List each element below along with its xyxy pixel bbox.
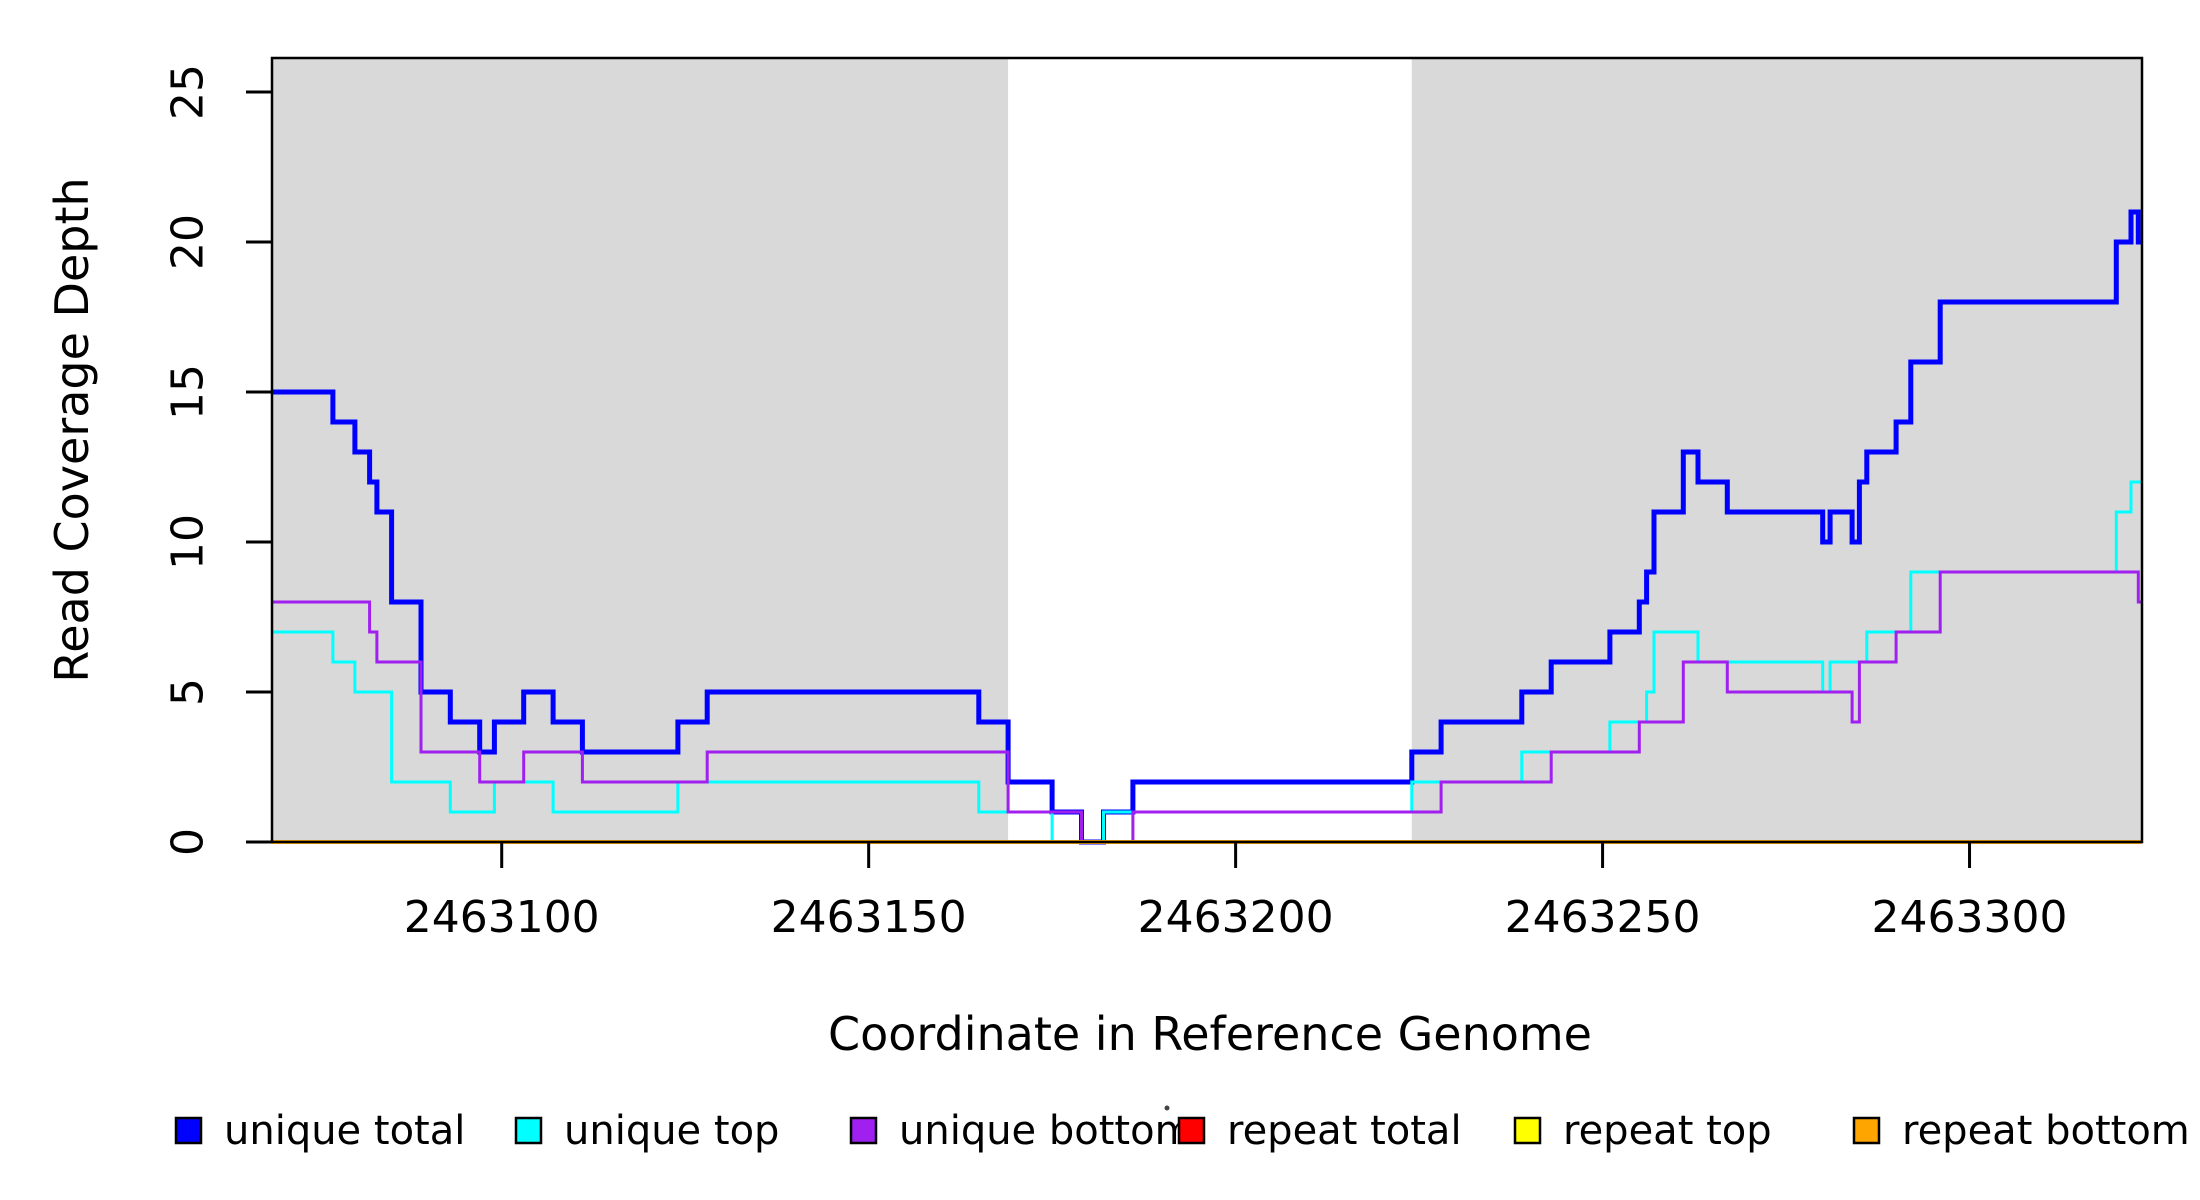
legend-swatch xyxy=(1852,1116,1881,1145)
legend-swatch xyxy=(849,1116,878,1145)
y-axis-tick-label: 25 xyxy=(163,64,214,120)
legend: unique total unique top unique bottom repea… xyxy=(174,1108,2190,1154)
y-axis-title: Read Coverage Depth xyxy=(45,177,99,682)
legend-item-repeat-top: repeat top xyxy=(1513,1108,1772,1154)
legend-item-repeat-bottom: repeat bottom xyxy=(1852,1108,2190,1154)
x-axis-tick-label: 2463300 xyxy=(1872,892,2068,943)
shaded-regions xyxy=(272,58,2142,842)
x-axis-title: Coordinate in Reference Genome xyxy=(828,1007,1592,1061)
unique-region-left xyxy=(272,58,1009,842)
legend-item-repeat-total: repeat total xyxy=(1177,1108,1462,1154)
x-axis-tick-label: 2463100 xyxy=(404,892,600,943)
series-line-unique-total xyxy=(272,209,2142,845)
legend-item-unique-bottom: unique bottom xyxy=(849,1108,1194,1154)
unique-region-right xyxy=(1411,58,2142,842)
legend-swatch xyxy=(514,1116,543,1145)
legend-label: repeat bottom xyxy=(1902,1108,2190,1154)
legend-item-unique-top: unique top xyxy=(514,1108,779,1154)
series-line-unique-bottom xyxy=(272,570,2142,844)
x-axis-tick-label: 2463250 xyxy=(1505,892,1701,943)
legend-swatch xyxy=(1177,1116,1206,1145)
y-axis-tick-label: 5 xyxy=(163,678,214,706)
y-axis-tick-label: 15 xyxy=(163,364,214,420)
y-axis-tick-label: 20 xyxy=(163,214,214,270)
legend-label: repeat total xyxy=(1227,1108,1462,1154)
stray-dot-artifact xyxy=(1164,1105,1170,1111)
plot-border-box xyxy=(270,56,2144,844)
legend-label: unique total xyxy=(224,1108,465,1154)
x-axis-tick-label: 2463200 xyxy=(1138,892,1334,943)
legend-label: unique bottom xyxy=(899,1108,1194,1154)
legend-label: unique top xyxy=(564,1108,779,1154)
legend-label: repeat top xyxy=(1563,1108,1772,1154)
x-axis-tick-label: 2463150 xyxy=(771,892,967,943)
legend-swatch xyxy=(1513,1116,1542,1145)
y-axis-tick-label: 10 xyxy=(163,514,214,570)
legend-item-unique-total: unique total xyxy=(174,1108,465,1154)
legend-swatch xyxy=(174,1116,203,1145)
axes: 2463100 2463150 2463200 2463250 2463300 0 5 10 1… xyxy=(163,64,2068,943)
y-axis-tick-label: 0 xyxy=(163,828,214,856)
